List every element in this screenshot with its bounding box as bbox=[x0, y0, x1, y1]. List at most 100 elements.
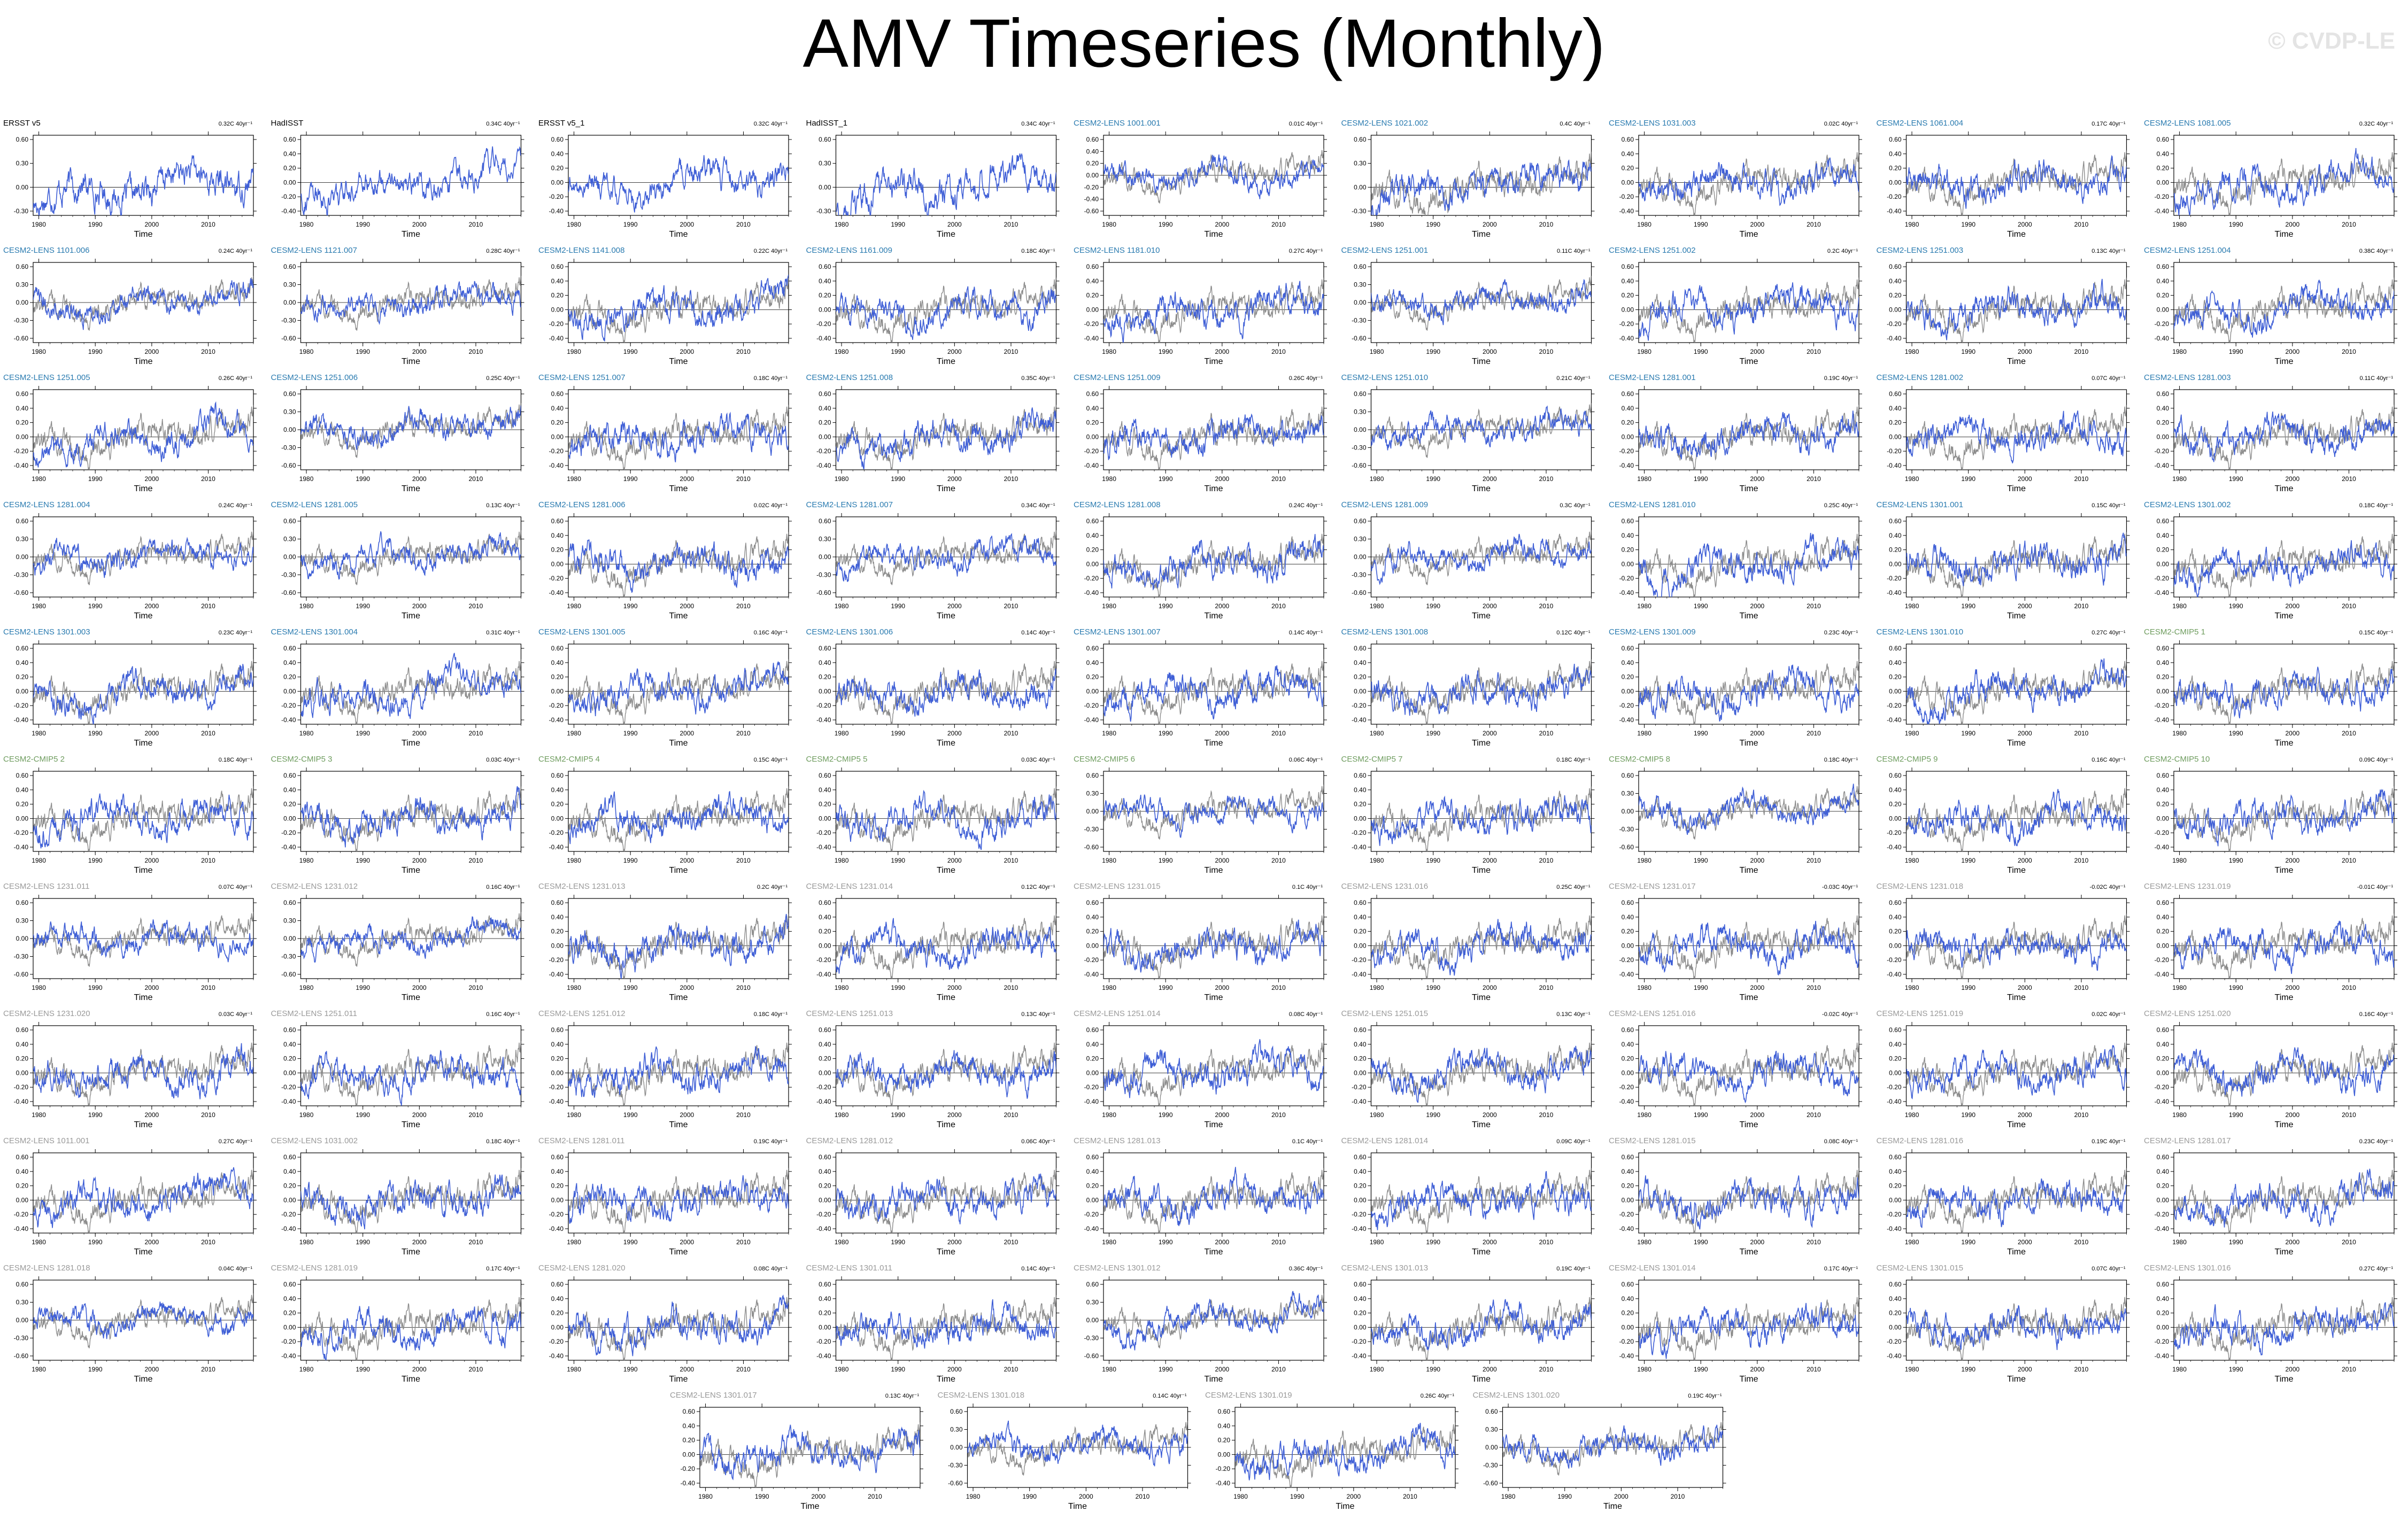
x-tick-label: 1990 bbox=[2229, 348, 2243, 355]
y-tick-label: 0.00 bbox=[16, 299, 29, 306]
y-tick-label: -0.40 bbox=[549, 335, 564, 342]
series-line bbox=[33, 278, 253, 330]
x-tick-label: 2010 bbox=[1271, 348, 1286, 355]
timeseries-panel: CESM2-LENS 1251.015 0.13C 40yr⁻¹ 0.60 0.40 0… bbox=[1341, 1009, 1595, 1129]
plot-frame bbox=[300, 1025, 522, 1106]
y-tick-label: 0.30 bbox=[16, 160, 29, 167]
y-tick-label: 0.60 bbox=[1354, 517, 1367, 525]
y-tick-label: 0.40 bbox=[283, 659, 296, 666]
x-tick-label: 1990 bbox=[356, 602, 370, 610]
y-tick-label: 0.60 bbox=[1086, 1026, 1099, 1034]
x-tick-label: 1980 bbox=[567, 475, 581, 483]
x-axis-label: Time bbox=[2275, 357, 2294, 366]
x-tick-label: 2000 bbox=[947, 1111, 962, 1119]
x-tick-label: 1980 bbox=[567, 602, 581, 610]
x-tick-label: 2010 bbox=[1004, 1238, 1018, 1246]
y-tick-label: 0.00 bbox=[2157, 179, 2170, 186]
y-tick-label: 0.60 bbox=[1889, 772, 1902, 779]
plot-frame bbox=[1905, 135, 2127, 216]
x-tick-label: 1990 bbox=[1694, 984, 1708, 991]
plot-frame bbox=[568, 771, 789, 852]
timeseries-panel: CESM2-LENS 1281.009 0.3C 40yr⁻¹ 0.60 0.30 0.… bbox=[1341, 500, 1595, 621]
y-tick-label: 0.00 bbox=[1086, 1196, 1099, 1204]
y-tick-label: -0.20 bbox=[1084, 1083, 1099, 1091]
panel-trend-label: 0.07C 40yr⁻¹ bbox=[2091, 375, 2126, 382]
timeseries-panel: CESM2-LENS 1251.013 0.13C 40yr⁻¹ 0.60 0.40 0… bbox=[806, 1009, 1060, 1129]
y-tick-label: 0.60 bbox=[1622, 1153, 1634, 1161]
y-tick-label: -0.40 bbox=[2155, 716, 2170, 724]
y-tick-label: 0.20 bbox=[1889, 165, 1902, 172]
y-tick-label: -0.20 bbox=[549, 829, 564, 836]
y-tick-label: 0.40 bbox=[551, 405, 564, 412]
reference-series-line bbox=[1371, 530, 1592, 585]
y-tick-label: -0.30 bbox=[281, 444, 296, 451]
panel-trend-label: 0.18C 40yr⁻¹ bbox=[754, 1011, 788, 1018]
plot-frame bbox=[300, 644, 522, 725]
timeseries-panel: CESM2-LENS 1251.002 0.2C 40yr⁻¹ 0.60 0.40 0.… bbox=[1609, 246, 1862, 366]
x-tick-label: 2000 bbox=[144, 348, 159, 355]
panel-title: CESM2-LENS 1281.020 bbox=[538, 1264, 626, 1273]
timeseries-panel: CESM2-LENS 1281.019 0.17C 40yr⁻¹ 0.60 0.40 0… bbox=[271, 1264, 524, 1384]
x-tick-label: 1990 bbox=[356, 221, 370, 228]
x-tick-label: 2010 bbox=[1271, 984, 1286, 991]
y-tick-label: -0.40 bbox=[281, 1098, 296, 1105]
x-tick-label: 1990 bbox=[1159, 1111, 1173, 1119]
y-tick-label: 0.20 bbox=[819, 673, 831, 681]
y-tick-label: 0.60 bbox=[16, 772, 29, 779]
y-tick-label: 0.60 bbox=[551, 645, 564, 652]
x-tick-label: 2010 bbox=[736, 1366, 751, 1373]
x-axis-label: Time bbox=[1472, 739, 1491, 748]
reference-series-line bbox=[1639, 659, 1859, 724]
panel-title: CESM2-LENS 1281.019 bbox=[271, 1264, 358, 1273]
y-tick-label: 0.00 bbox=[283, 687, 296, 695]
y-tick-label: 0.00 bbox=[551, 560, 564, 568]
x-tick-label: 2000 bbox=[2285, 1238, 2299, 1246]
y-tick-label: 0.20 bbox=[2157, 801, 2170, 808]
y-tick-label: 0.60 bbox=[1086, 645, 1099, 652]
x-tick-label: 1980 bbox=[1370, 984, 1384, 991]
y-tick-label: 0.40 bbox=[283, 150, 296, 158]
x-axis-label: Time bbox=[402, 1375, 420, 1384]
x-tick-label: 1980 bbox=[1102, 857, 1116, 864]
y-tick-label: -0.60 bbox=[281, 462, 296, 469]
x-tick-label: 1990 bbox=[1961, 857, 1975, 864]
x-tick-label: 2000 bbox=[144, 1366, 159, 1373]
x-tick-label: 2000 bbox=[1483, 1111, 1497, 1119]
y-tick-label: 0.60 bbox=[1086, 1153, 1099, 1161]
timeseries-panel: CESM2-LENS 1031.003 0.02C 40yr⁻¹ 0.60 0.40 0… bbox=[1609, 119, 1862, 239]
x-tick-label: 2000 bbox=[2285, 730, 2299, 737]
y-tick-label: 0.20 bbox=[1086, 1182, 1099, 1190]
y-tick-label: 0.00 bbox=[1086, 433, 1099, 440]
y-tick-label: 0.40 bbox=[551, 1168, 564, 1175]
timeseries-panel: CESM2-LENS 1281.015 0.08C 40yr⁻¹ 0.60 0.40 0… bbox=[1609, 1136, 1862, 1257]
plot-frame bbox=[1638, 644, 1859, 725]
timeseries-panel: CESM2-LENS 1281.004 0.24C 40yr⁻¹ 0.60 0.30 0… bbox=[3, 500, 257, 621]
x-tick-label: 1990 bbox=[623, 1111, 638, 1119]
x-tick-label: 1990 bbox=[356, 1238, 370, 1246]
panel-title: CESM2-LENS 1301.001 bbox=[1877, 500, 1964, 509]
y-tick-label: 0.40 bbox=[819, 1041, 831, 1048]
panel-trend-label: 0.24C 40yr⁻¹ bbox=[1289, 502, 1323, 509]
x-tick-label: 1980 bbox=[299, 1366, 314, 1373]
y-tick-label: -0.30 bbox=[1352, 207, 1367, 215]
y-tick-label: -0.20 bbox=[1352, 956, 1367, 964]
panel-trend-label: 0.02C 40yr⁻¹ bbox=[1824, 121, 1858, 127]
y-tick-label: 0.30 bbox=[1354, 281, 1367, 289]
x-tick-label: 1990 bbox=[1426, 1238, 1440, 1246]
x-tick-label: 2010 bbox=[201, 221, 215, 228]
x-tick-label: 2000 bbox=[1483, 984, 1497, 991]
x-tick-label: 2000 bbox=[2018, 1238, 2032, 1246]
y-tick-label: 0.00 bbox=[1086, 942, 1099, 949]
reference-series-line bbox=[1103, 532, 1324, 597]
panel-trend-label: 0.15C 40yr⁻¹ bbox=[2359, 630, 2394, 636]
timeseries-panel: CESM2-LENS 1181.010 0.27C 40yr⁻¹ 0.60 0.40 0… bbox=[1074, 246, 1327, 366]
y-tick-label: 0.20 bbox=[1622, 419, 1634, 427]
y-tick-label: 0.20 bbox=[283, 801, 296, 808]
x-tick-label: 1980 bbox=[1370, 730, 1384, 737]
x-tick-label: 2010 bbox=[201, 1111, 215, 1119]
plot-frame bbox=[2173, 644, 2395, 725]
panel-title: CESM2-LENS 1281.013 bbox=[1074, 1136, 1161, 1145]
timeseries-panel: CESM2-CMIP5 10 0.09C 40yr⁻¹ 0.60 0.40 0.20 0.… bbox=[2144, 755, 2397, 875]
series-line bbox=[1906, 927, 2127, 971]
